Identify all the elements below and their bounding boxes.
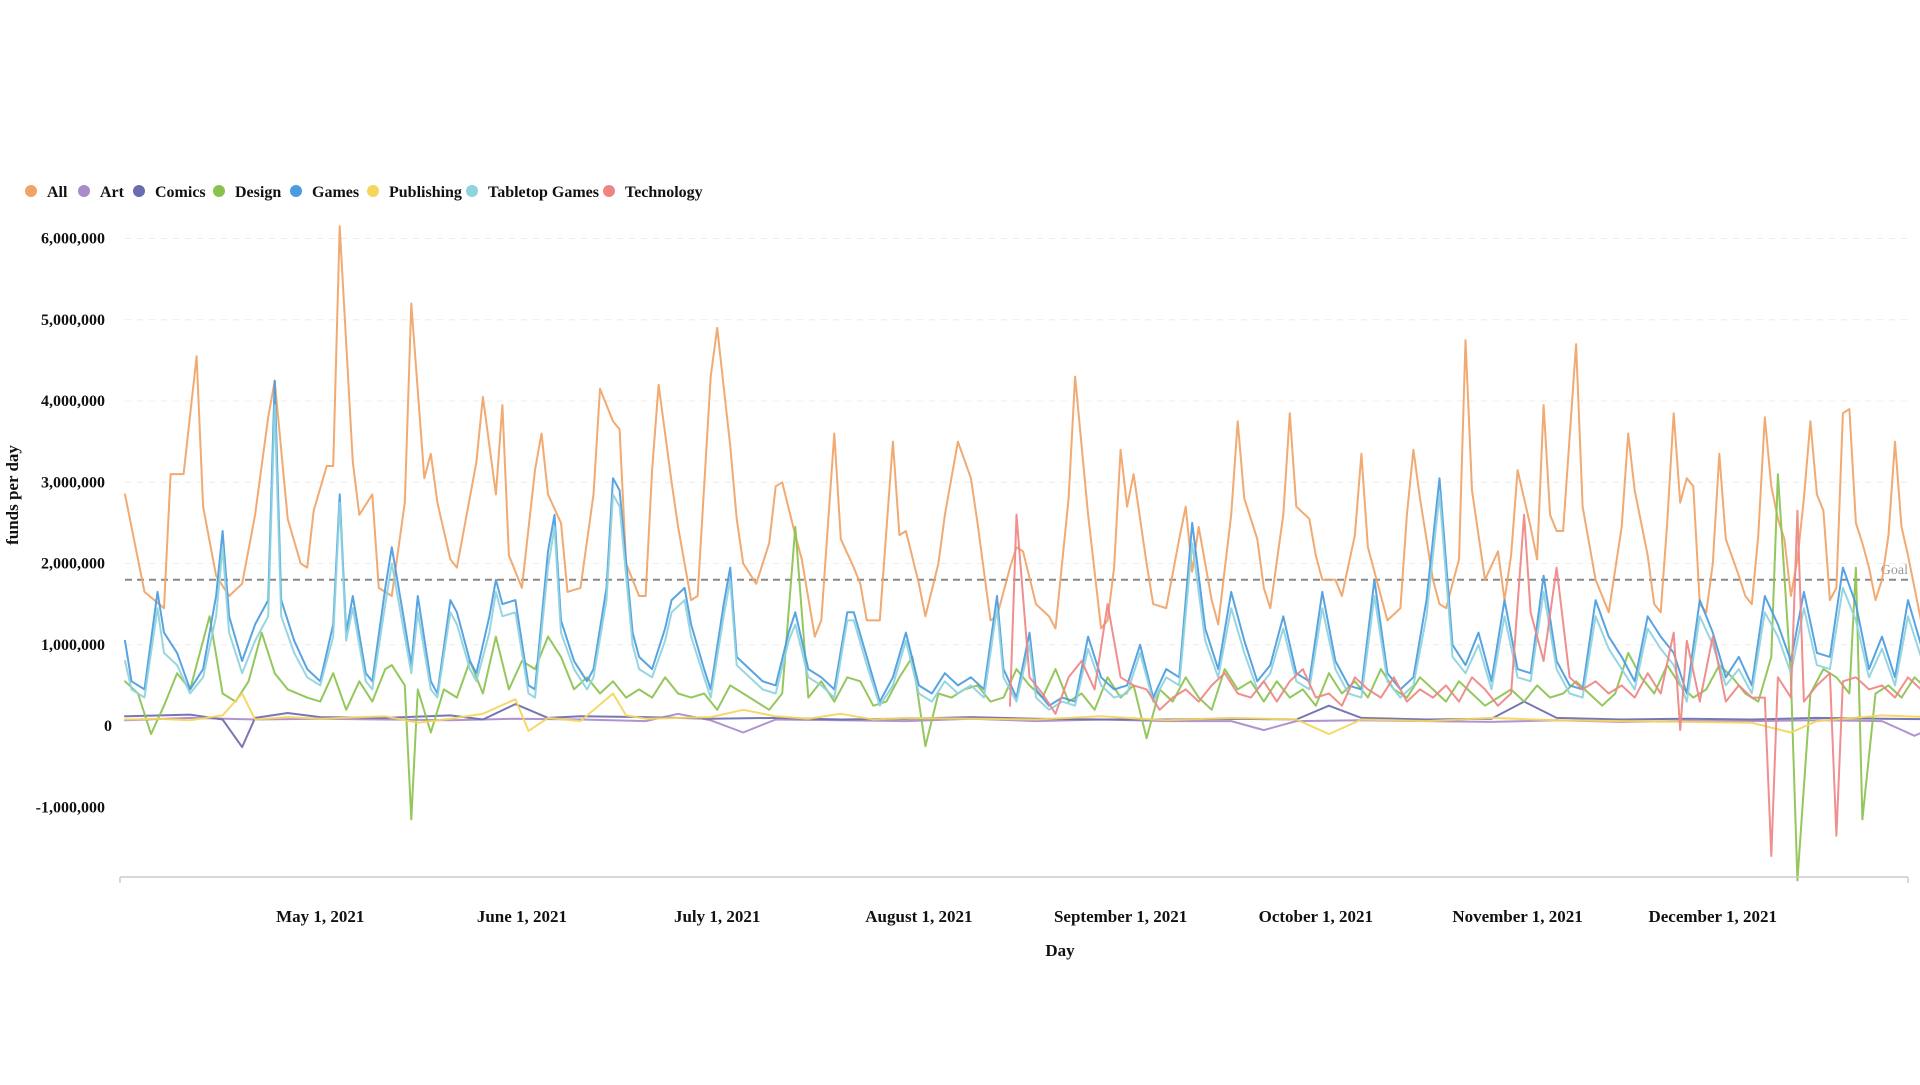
legend-marker: [367, 185, 379, 197]
x-tick-label: June 1, 2021: [477, 907, 567, 926]
legend-label: Design: [235, 184, 281, 201]
series-line-art: [124, 712, 1920, 737]
series-line-games: [124, 379, 1920, 707]
legend-marker: [290, 185, 302, 197]
y-tick-label: 6,000,000: [41, 231, 105, 248]
legend-item-games[interactable]: Games: [290, 184, 359, 201]
x-tick-labels: May 1, 2021 June 1, 2021 July 1, 2021 Augus…: [276, 907, 1777, 926]
y-axis-title: funds per day: [3, 445, 22, 545]
series-line-tabletop-games: [124, 404, 1920, 711]
y-tick-labels: -1,000,000 0 1,000,000 2,000,000 3,000,000 4,…: [36, 231, 112, 817]
goal-label: Goal: [1881, 563, 1908, 578]
legend-label: Games: [312, 184, 359, 201]
legend-marker: [603, 185, 615, 197]
x-tick-label: May 1, 2021: [276, 907, 364, 926]
series-line-comics: [124, 700, 1920, 749]
y-tick-label: 5,000,000: [41, 312, 105, 329]
legend-marker: [78, 185, 90, 197]
series-lines: [124, 225, 1920, 882]
legend: All Art Comics Design Games Publishing Tableto…: [25, 184, 703, 201]
axes: [119, 876, 1909, 883]
x-tick-label: July 1, 2021: [674, 907, 760, 926]
x-tick-label: August 1, 2021: [865, 907, 972, 926]
legend-marker: [213, 185, 225, 197]
legend-label: Art: [100, 184, 125, 201]
y-tick-label: 0: [104, 718, 112, 735]
y-tick-label: 4,000,000: [41, 393, 105, 410]
x-axis-title: Day: [1045, 941, 1075, 960]
goal-reference: Goal: [125, 563, 1908, 581]
legend-marker: [466, 185, 478, 197]
y-tick-label: 1,000,000: [41, 637, 105, 654]
legend-item-tabletop-games[interactable]: Tabletop Games: [466, 184, 599, 201]
legend-item-all[interactable]: All: [25, 184, 68, 201]
legend-item-art[interactable]: Art: [78, 184, 125, 201]
series-line-publishing: [124, 692, 1920, 736]
legend-item-technology[interactable]: Technology: [603, 184, 703, 201]
gridlines: [125, 238, 1908, 646]
legend-item-comics[interactable]: Comics: [133, 184, 206, 201]
legend-label: Comics: [155, 184, 206, 201]
x-tick-label: November 1, 2021: [1452, 907, 1582, 926]
legend-label: Publishing: [389, 184, 462, 201]
legend-item-publishing[interactable]: Publishing: [367, 184, 462, 201]
y-tick-label: 3,000,000: [41, 474, 105, 491]
legend-marker: [133, 185, 145, 197]
legend-marker: [25, 185, 37, 197]
y-tick-label: 2,000,000: [41, 556, 105, 573]
legend-label: Tabletop Games: [488, 184, 599, 201]
x-tick-label: December 1, 2021: [1648, 907, 1777, 926]
series-line-technology: [1009, 509, 1920, 857]
legend-label: All: [47, 184, 68, 201]
series-line-all: [124, 225, 1920, 638]
series-line-design: [124, 473, 1920, 882]
y-tick-label: -1,000,000: [36, 799, 105, 816]
legend-label: Technology: [625, 184, 703, 201]
x-tick-label: October 1, 2021: [1259, 907, 1373, 926]
x-tick-label: September 1, 2021: [1054, 907, 1187, 926]
legend-item-design[interactable]: Design: [213, 184, 281, 201]
